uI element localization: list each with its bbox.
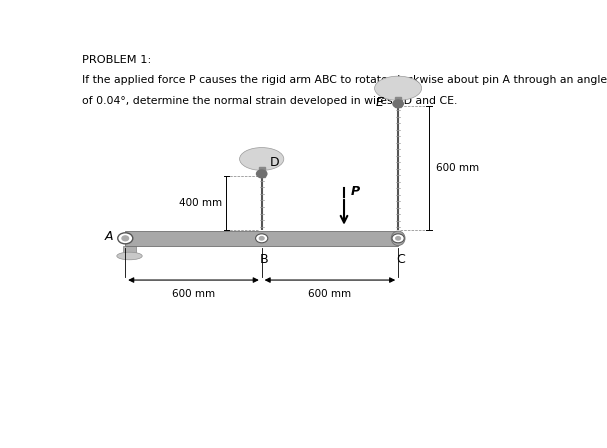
Text: A: A bbox=[105, 230, 114, 243]
Ellipse shape bbox=[375, 76, 422, 100]
Text: PROBLEM 1:: PROBLEM 1: bbox=[81, 56, 151, 65]
Circle shape bbox=[118, 233, 133, 244]
Text: C: C bbox=[396, 253, 405, 266]
Text: E: E bbox=[376, 95, 384, 108]
Circle shape bbox=[122, 236, 129, 241]
Circle shape bbox=[392, 234, 404, 243]
Text: 600 mm: 600 mm bbox=[308, 289, 351, 299]
Text: D: D bbox=[270, 156, 280, 169]
Circle shape bbox=[259, 237, 264, 240]
Ellipse shape bbox=[117, 252, 142, 260]
Text: B: B bbox=[260, 253, 268, 266]
Bar bbox=[125, 231, 398, 246]
Circle shape bbox=[393, 100, 403, 108]
Bar bbox=[259, 167, 265, 177]
Text: P: P bbox=[351, 185, 360, 198]
Text: If the applied force P causes the rigid arm ABC to rotate clockwise about pin A : If the applied force P causes the rigid … bbox=[81, 76, 606, 86]
Text: 600 mm: 600 mm bbox=[172, 289, 215, 299]
Circle shape bbox=[396, 237, 401, 240]
Text: 600 mm: 600 mm bbox=[436, 163, 479, 173]
Text: 400 mm: 400 mm bbox=[178, 198, 222, 208]
Ellipse shape bbox=[240, 147, 284, 170]
Circle shape bbox=[256, 234, 268, 243]
Text: of 0.04°, determine the normal strain developed in wires BD and CE.: of 0.04°, determine the normal strain de… bbox=[81, 95, 457, 105]
Polygon shape bbox=[123, 246, 136, 256]
Ellipse shape bbox=[391, 231, 405, 246]
Circle shape bbox=[257, 170, 267, 177]
Bar bbox=[395, 97, 401, 107]
